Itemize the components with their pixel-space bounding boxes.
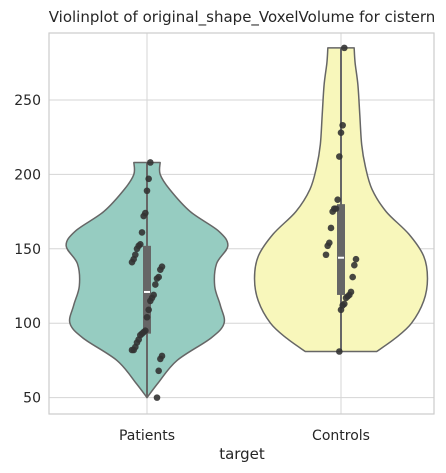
data-points — [128, 44, 360, 401]
point-patients-4 — [140, 212, 147, 220]
point-controls-7 — [329, 208, 336, 215]
point-controls-1 — [339, 121, 346, 129]
y-tick-label-150: 150 — [14, 242, 41, 258]
point-patients-8 — [133, 245, 141, 253]
y-tick-label-200: 200 — [14, 167, 41, 183]
x-tick-label-controls: Controls — [312, 428, 370, 444]
point-patients-11 — [128, 258, 136, 266]
point-patients-0 — [147, 159, 154, 166]
point-patients-19 — [147, 297, 154, 305]
point-controls-14 — [349, 273, 356, 281]
x-tick-labels: Patients Controls — [119, 428, 370, 444]
point-patients-2 — [143, 187, 151, 195]
y-tick-label-250: 250 — [14, 93, 41, 109]
point-controls-0 — [341, 44, 348, 52]
point-patients-16 — [152, 281, 159, 288]
median-marker-patients — [144, 290, 150, 293]
y-tick-label-100: 100 — [14, 316, 41, 332]
point-patients-13 — [157, 266, 164, 273]
point-controls-18 — [342, 294, 350, 302]
x-tick-label-patients: Patients — [119, 428, 175, 444]
point-controls-21 — [337, 306, 345, 314]
point-controls-10 — [324, 242, 331, 250]
point-controls-8 — [327, 224, 335, 232]
point-controls-3 — [336, 153, 343, 160]
point-controls-11 — [322, 251, 330, 259]
y-tick-labels: 50 100 150 200 250 — [14, 93, 41, 407]
point-controls-4 — [334, 196, 341, 203]
point-patients-20 — [145, 306, 152, 314]
point-controls-2 — [337, 129, 345, 137]
median-marker-controls — [338, 256, 344, 259]
point-patients-21 — [143, 313, 151, 321]
point-patients-34 — [153, 394, 161, 401]
box-plots — [143, 47, 345, 398]
y-tick-label-50: 50 — [23, 391, 41, 407]
x-axis-label: target — [219, 445, 265, 463]
point-patients-30 — [128, 346, 136, 354]
iqr-box-patients — [143, 245, 151, 334]
point-patients-33 — [155, 367, 162, 375]
iqr-box-controls — [337, 204, 345, 295]
plot-frame — [48, 32, 435, 415]
point-patients-1 — [145, 175, 152, 183]
chart-title: Violinplot of original_shape_VoxelVolume… — [49, 8, 436, 27]
point-controls-22 — [336, 348, 343, 355]
point-patients-32 — [157, 355, 164, 363]
point-patients-5 — [138, 229, 146, 236]
point-controls-13 — [351, 261, 358, 269]
point-patients-15 — [153, 275, 161, 282]
point-controls-12 — [352, 255, 360, 263]
